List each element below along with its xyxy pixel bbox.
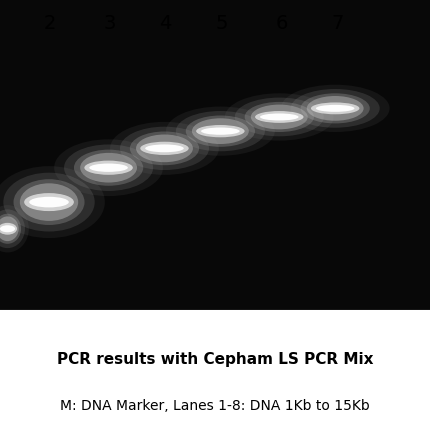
Ellipse shape <box>255 111 304 123</box>
Ellipse shape <box>0 205 29 252</box>
Ellipse shape <box>260 114 298 120</box>
Ellipse shape <box>245 102 314 132</box>
Text: PCR results with Cepham LS PCR Mix: PCR results with Cepham LS PCR Mix <box>57 352 373 366</box>
Ellipse shape <box>301 93 370 123</box>
Ellipse shape <box>110 122 219 175</box>
Ellipse shape <box>251 104 308 129</box>
Ellipse shape <box>0 166 105 238</box>
Ellipse shape <box>145 144 184 152</box>
Text: 4: 4 <box>160 14 172 33</box>
Ellipse shape <box>196 125 245 137</box>
Ellipse shape <box>225 93 334 141</box>
Ellipse shape <box>80 153 137 182</box>
Ellipse shape <box>20 183 78 221</box>
Ellipse shape <box>0 214 21 244</box>
Text: 6: 6 <box>276 14 288 33</box>
Ellipse shape <box>311 102 359 114</box>
Ellipse shape <box>13 179 85 225</box>
Ellipse shape <box>74 150 143 186</box>
Ellipse shape <box>0 223 17 235</box>
Ellipse shape <box>186 116 255 147</box>
Text: 2: 2 <box>43 14 55 33</box>
Ellipse shape <box>29 197 69 207</box>
Ellipse shape <box>24 193 74 211</box>
Ellipse shape <box>140 142 189 155</box>
Ellipse shape <box>130 132 199 165</box>
Ellipse shape <box>89 163 128 172</box>
Ellipse shape <box>166 107 275 156</box>
Ellipse shape <box>291 89 380 128</box>
Ellipse shape <box>0 216 18 241</box>
Text: 3: 3 <box>104 14 116 33</box>
Ellipse shape <box>235 98 324 136</box>
Ellipse shape <box>136 135 193 162</box>
Bar <box>0 0 430 310</box>
Ellipse shape <box>307 96 364 121</box>
Ellipse shape <box>192 118 249 144</box>
Ellipse shape <box>316 105 354 112</box>
Ellipse shape <box>84 160 133 175</box>
Ellipse shape <box>176 111 265 151</box>
Ellipse shape <box>201 128 240 135</box>
Ellipse shape <box>54 139 163 196</box>
Text: 5: 5 <box>215 14 228 33</box>
Ellipse shape <box>281 85 390 132</box>
Text: M: DNA Marker, Lanes 1-8: DNA 1Kb to 15Kb: M: DNA Marker, Lanes 1-8: DNA 1Kb to 15K… <box>60 399 370 413</box>
Ellipse shape <box>0 225 15 232</box>
Ellipse shape <box>64 144 153 191</box>
Text: 7: 7 <box>332 14 344 33</box>
Ellipse shape <box>120 127 209 170</box>
Bar <box>0 310 430 430</box>
Ellipse shape <box>0 209 25 248</box>
Ellipse shape <box>3 173 95 231</box>
